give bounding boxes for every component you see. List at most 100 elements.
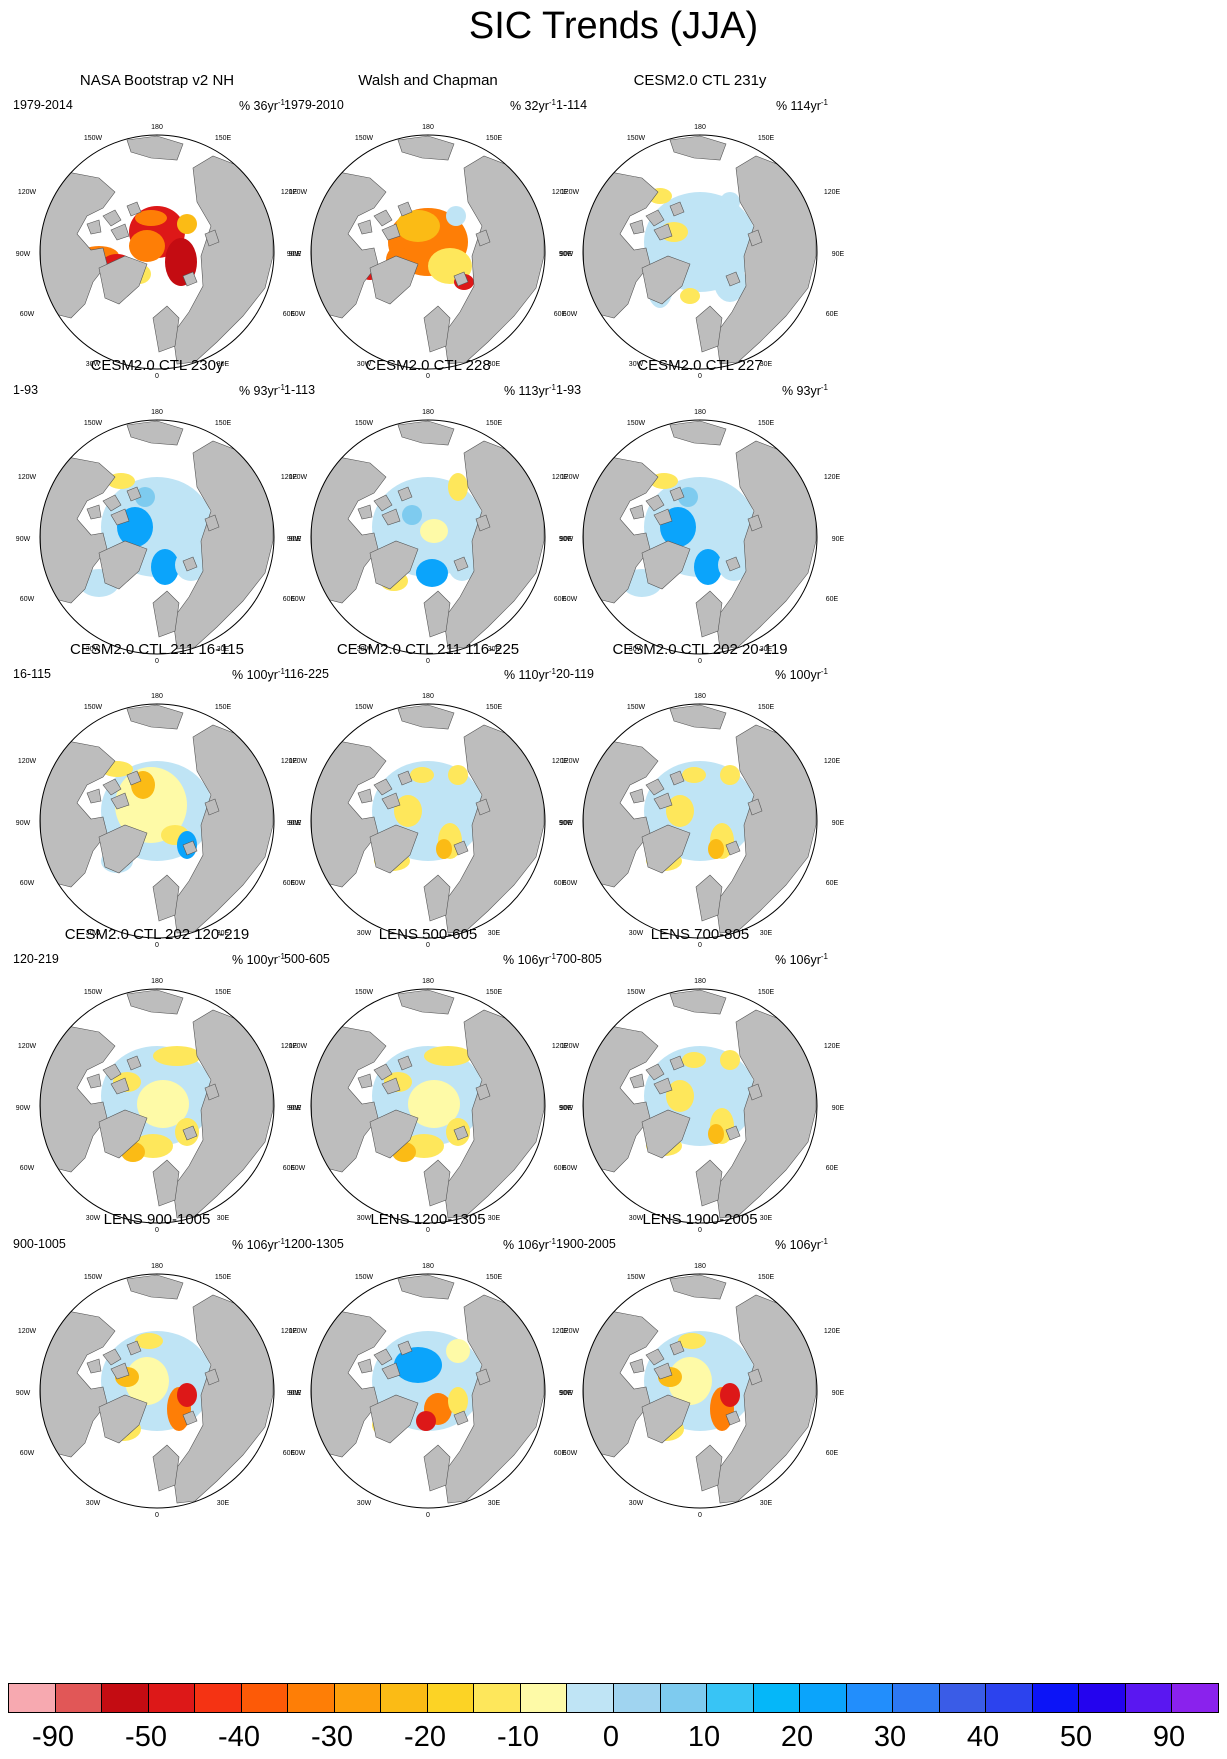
panel-percent-units: % 100yr-1 [232,667,285,683]
longitude-label: 60E [283,596,296,603]
island [629,219,645,235]
island [357,1073,373,1089]
panel-period: 500-605 [284,952,330,966]
island [86,788,102,804]
island [725,556,741,572]
longitude-label: 150W [84,704,103,711]
longitude-label: 150E [758,1274,775,1281]
map-boundary [582,134,818,370]
colorbar-swatch [1078,1683,1126,1713]
island [453,1125,469,1141]
longitude-label: 120E [552,189,569,196]
longitude-label: 150W [355,1274,374,1281]
island [182,840,198,856]
panel-title: CESM2.0 CTL 227 [637,357,763,374]
colorbar-swatch [985,1683,1033,1713]
map-boundary [310,703,546,939]
longitude-label: 30E [760,361,773,368]
longitude-label: 120E [552,1328,569,1335]
longitude-label: 30W [86,361,101,368]
longitude-label: 180 [694,124,706,131]
island [653,1362,673,1380]
longitude-label: 0 [698,1227,702,1234]
sea-ice-trend-region [135,1333,163,1349]
longitude-label: 90W [287,1390,302,1397]
longitude-label: 60W [563,596,578,603]
longitude-label: 180 [422,693,434,700]
island [653,223,673,241]
panel-percent-units: % 93yr-1 [781,383,828,399]
longitude-label: 30E [760,930,773,937]
map-boundary [582,988,818,1224]
longitude-label: 30W [86,1500,101,1507]
longitude-label: 150W [627,1274,646,1281]
colorbar-swatch [380,1683,428,1713]
island [126,201,142,217]
island [453,271,469,287]
sea-ice-trend-region [720,1050,740,1070]
longitude-label: 0 [155,1227,159,1234]
island [182,556,198,572]
panel-period: 1-114 [556,98,588,112]
longitude-label: 60W [563,1450,578,1457]
map-panel: NASA Bootstrap v2 NH 1979-2014 % 36yr-1 180… [7,72,307,380]
longitude-label: 120W [561,1043,580,1050]
island [110,508,130,526]
sea-ice-trend-region [396,210,440,242]
longitude-label: 60W [291,1450,306,1457]
longitude-label: 0 [426,1512,430,1519]
map-panel: CESM2.0 CTL 202 20-119 20-119 % 100yr-1 180… [550,641,850,949]
landmass [423,590,451,638]
sea-ice-trend-region [410,767,434,783]
longitude-label: 120W [289,1043,308,1050]
panel-title: CESM2.0 CTL 202 20-119 [612,641,788,658]
colorbar-labels: -90 -50 -40 -30 -20 -10 0 10 20 30 40 50 90 [8,1720,1218,1756]
sea-ice-trend-region [694,549,722,585]
longitude-label: 90W [16,820,31,827]
longitude-label: 0 [155,1512,159,1519]
colorbar-tick-label: 30 [873,1721,907,1753]
island [653,508,673,526]
island [110,1077,130,1095]
panel-percent-units: % 110yr-1 [503,667,556,683]
panel-period: 1-93 [13,383,39,397]
map-boundary [582,703,818,939]
colorbar-swatch [519,1683,568,1713]
island [357,788,373,804]
longitude-label: 90E [560,1390,573,1397]
sea-ice-trend-region [680,288,700,304]
longitude-label: 120W [561,189,580,196]
island [747,1083,763,1101]
longitude-label: 0 [698,942,702,949]
landmass [152,1159,180,1207]
longitude-label: 30E [217,646,230,653]
longitude-label: 90W [559,1105,574,1112]
sea-ice-trend-region [720,765,740,785]
landmass [423,305,451,353]
landmass [695,1159,723,1207]
island [397,201,413,217]
island [747,1368,763,1386]
island [475,798,491,816]
longitude-label: 150E [215,420,232,427]
island [126,1340,142,1356]
longitude-label: 120W [18,1328,37,1335]
landmass [695,874,723,922]
longitude-label: 60W [563,1165,578,1172]
longitude-label: 30E [217,1215,230,1222]
longitude-label: 60E [554,311,567,318]
island [86,1358,102,1374]
landmass [152,305,180,353]
longitude-label: 0 [155,942,159,949]
longitude-label: 180 [151,1263,163,1270]
island [669,201,685,217]
longitude-label: 120E [824,474,841,481]
landmass [669,1274,727,1300]
colorbar-swatch [54,1683,103,1713]
island [653,1077,673,1095]
longitude-label: 90E [289,251,302,258]
island [453,840,469,856]
